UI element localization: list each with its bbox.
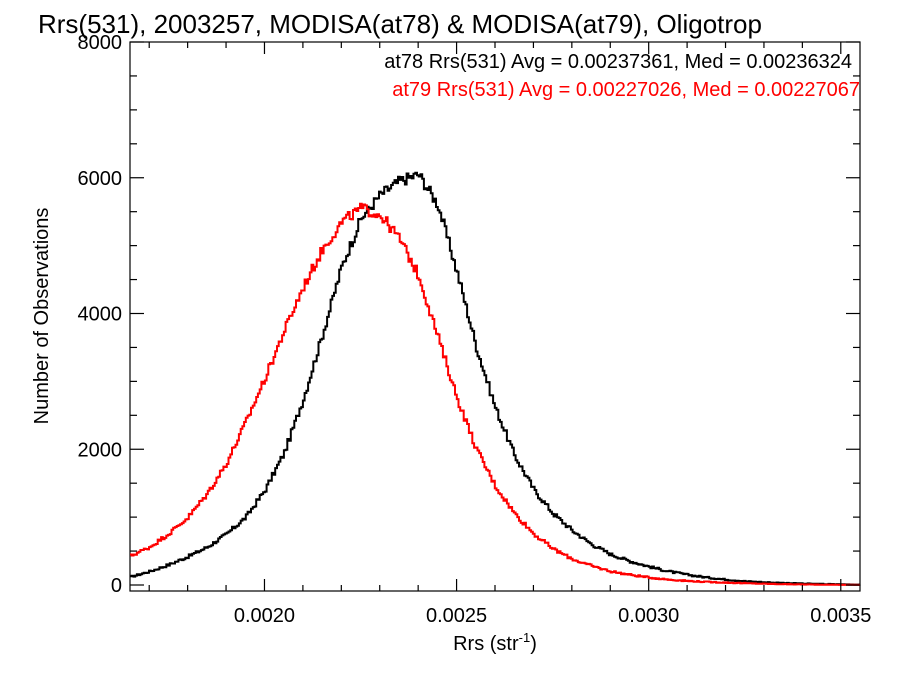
series-line-at79 [130,202,860,586]
y-tick-label: 8000 [78,32,123,54]
x-tick-label: 0.0030 [618,605,679,627]
x-axis-label: Rrs (str-1) [453,630,537,655]
ticks-layer: 0.0020 0.0025 0.0030 0.0035 0 2000 4000 6000 800… [78,32,872,627]
chart-title: Rrs(531), 2003257, MODISA(at78) & MODISA… [38,9,762,39]
series-line-at78 [130,171,861,586]
y-axis-label: Number of Observations [31,208,53,425]
legend-entry-at78: at78 Rrs(531) Avg = 0.00237361, Med = 0.… [384,51,852,73]
x-tick-label: 0.0025 [426,605,487,627]
y-tick-label: 6000 [78,168,123,190]
plot-area-frame [129,41,861,592]
y-tick-label: 4000 [78,304,123,326]
x-tick-label: 0.0020 [234,605,295,627]
x-tick-label: 0.0035 [810,605,871,627]
series-layer [130,171,861,586]
y-tick-label: 0 [111,575,122,597]
y-tick-label: 2000 [78,439,123,461]
legend-entry-at79: at79 Rrs(531) Avg = 0.00227026, Med = 0.… [392,79,860,101]
